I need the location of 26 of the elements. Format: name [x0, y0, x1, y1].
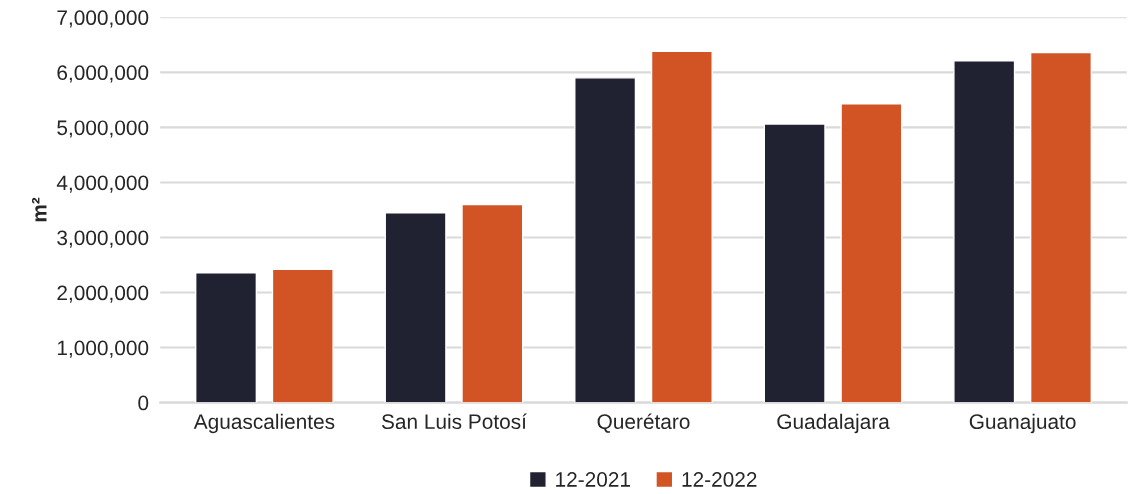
- x-tick-label: Aguascalientes: [193, 413, 335, 434]
- bar: [650, 50, 713, 403]
- bar: [384, 212, 447, 403]
- bar: [574, 77, 637, 403]
- legend-label: 12-2022: [682, 472, 757, 487]
- y-tick-label: 0: [138, 395, 149, 411]
- bar: [271, 268, 334, 403]
- x-tick-label: Guadalajara: [777, 413, 890, 434]
- bar: [1029, 51, 1092, 403]
- x-tick-label: Querétaro: [597, 413, 690, 433]
- y-tick-label: 6,000,000: [57, 65, 149, 83]
- y-tick-label: 3,000,000: [57, 230, 149, 248]
- y-tick-label: 2,000,000: [57, 285, 149, 303]
- y-tick-label: 4,000,000: [56, 175, 149, 193]
- bar: [461, 203, 524, 403]
- bar: [195, 272, 258, 403]
- y-axis-title: m²: [31, 197, 47, 222]
- bar: [763, 123, 826, 403]
- x-tick-label: Guanajuato: [969, 413, 1076, 434]
- legend-label: 12-2021: [556, 472, 630, 487]
- y-tick-label: 1,000,000: [57, 340, 149, 358]
- x-tick-label: San Luis Potosí: [381, 413, 527, 430]
- bar: [840, 103, 903, 403]
- bar: [953, 60, 1016, 403]
- y-tick-label: 7,000,000: [57, 10, 149, 28]
- y-tick-label: 5,000,000: [57, 120, 149, 138]
